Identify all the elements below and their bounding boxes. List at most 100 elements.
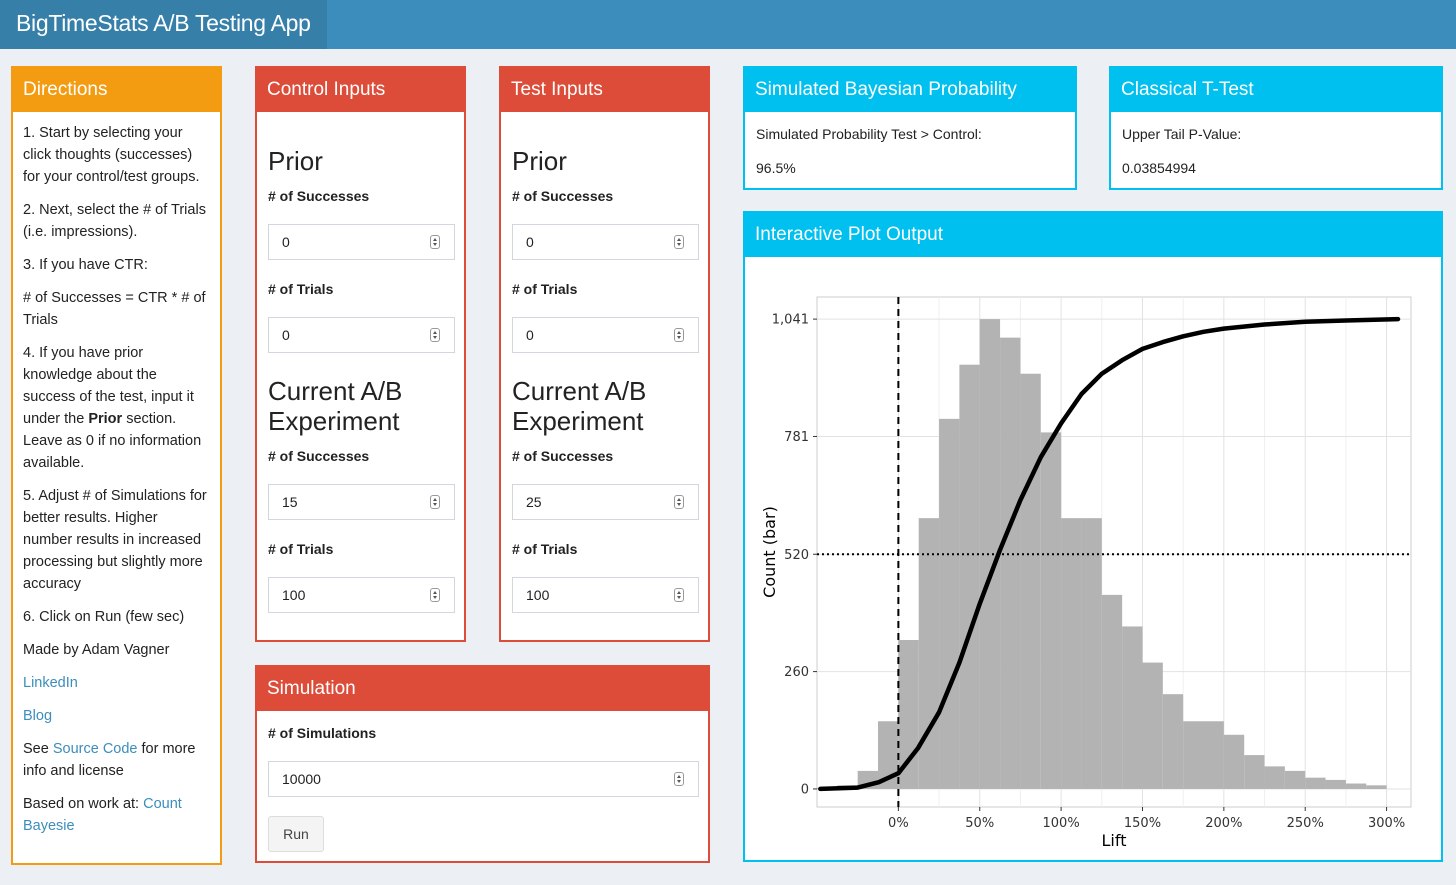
simulations-value: 10000 [282, 771, 321, 787]
control-prior-successes-label: # of Successes [268, 188, 370, 204]
control-current-title-line2: Experiment [268, 406, 400, 436]
spinner-icon[interactable] [674, 495, 684, 509]
direction-step-3: 3. If you have CTR: [23, 257, 148, 273]
histogram-bar [878, 721, 899, 789]
histogram-bar [959, 364, 980, 789]
y-tick-label: 260 [784, 665, 809, 680]
test-current-title-line2: Experiment [512, 406, 644, 436]
y-tick-label: 1,041 [772, 313, 809, 328]
control-prior-successes-input[interactable]: 0 [268, 224, 455, 260]
control-current-trials-label: # of Trials [268, 541, 334, 557]
histogram-bar [1061, 518, 1082, 789]
source-suffix-text: for more info and license [23, 741, 196, 779]
directions-header: Directions [13, 68, 220, 112]
test-current-successes-input[interactable]: 25 [512, 484, 699, 520]
source-code-link[interactable]: Source Code [52, 741, 138, 757]
y-tick-label: 0 [801, 782, 809, 797]
spinner-icon[interactable] [430, 235, 440, 249]
control-prior-trials-input[interactable]: 0 [268, 317, 455, 353]
test-prior-successes-input[interactable]: 0 [512, 224, 699, 260]
histogram-bar [1203, 721, 1224, 789]
blog-link[interactable]: Blog [23, 708, 53, 724]
histogram-bar [1142, 662, 1163, 789]
histogram-bar [1040, 432, 1062, 789]
simulation-box: Simulation # of Simulations 10000 Run [255, 665, 710, 863]
based-on-text: Based on work at: [23, 796, 140, 812]
control-current-successes-label: # of Successes [268, 448, 370, 464]
lift-histogram-chart[interactable]: 0 260 520 781 1,041 0% 50% 100% 150% 200% 250% 300%… [745, 259, 1441, 859]
x-tick-label: 300% [1368, 816, 1405, 831]
run-button[interactable]: Run [268, 816, 324, 852]
cdf-curve [818, 316, 1401, 792]
histogram-bar [1325, 779, 1346, 789]
control-current-trials-value: 100 [282, 587, 306, 603]
x-tick-label: 100% [1043, 816, 1080, 831]
histogram-bar [1305, 777, 1326, 789]
test-prior-trials-input[interactable]: 0 [512, 317, 699, 353]
histogram-bar [1081, 518, 1102, 789]
histogram-bar [1162, 694, 1184, 789]
histogram-bar [1244, 755, 1265, 789]
x-tick-label: 0% [888, 816, 909, 831]
spinner-icon[interactable] [674, 588, 684, 602]
spinner-icon[interactable] [430, 328, 440, 342]
test-current-successes-value: 25 [526, 494, 542, 510]
test-inputs-header: Test Inputs [501, 68, 708, 112]
see-text: See [23, 741, 49, 757]
histogram-bar [1000, 337, 1021, 789]
test-current-title-line1: Current A/B [512, 376, 647, 406]
control-inputs-box: Control Inputs Prior # of Successes 0 # … [255, 66, 466, 642]
control-current-successes-input[interactable]: 15 [268, 484, 455, 520]
histogram-bar [1122, 626, 1143, 789]
control-current-successes-value: 15 [282, 494, 298, 510]
plot-box: Interactive Plot Output 0 260 520 781 1,041 0… [743, 211, 1443, 862]
direction-step-4-text: 4. If you have prior knowledge about the… [23, 345, 194, 427]
simulations-label: # of Simulations [268, 725, 377, 741]
control-prior-trials-label: # of Trials [268, 281, 334, 297]
histogram-bar [939, 418, 960, 789]
control-current-title-line1: Current A/B [268, 376, 403, 406]
source-code-note: See Source Code for more info and licens… [23, 738, 210, 782]
direction-step-6: 6. Click on Run (few sec) [23, 609, 185, 625]
ttest-value: 0.03854994 [1122, 160, 1196, 176]
count-bayesie-link[interactable]: Count Bayesie [23, 796, 182, 834]
control-prior-title: Prior [268, 146, 323, 176]
histogram-bar [1101, 594, 1123, 789]
direction-step-4-tail: section. Leave as 0 if no information av… [23, 411, 202, 471]
spinner-icon[interactable] [430, 588, 440, 602]
x-tick-label: 250% [1287, 816, 1324, 831]
bayes-box: Simulated Bayesian Probability Simulated… [743, 66, 1077, 190]
histogram-bar [1345, 783, 1367, 789]
simulations-input[interactable]: 10000 [268, 761, 699, 797]
histogram-bar [979, 319, 1001, 789]
top-navbar: BigTimeStats A/B Testing App [0, 0, 1456, 49]
spinner-icon[interactable] [674, 235, 684, 249]
y-tick-label: 520 [784, 548, 809, 563]
ttest-label: Upper Tail P-Value: [1122, 126, 1242, 142]
linkedin-link[interactable]: LinkedIn [23, 675, 78, 691]
plot-header: Interactive Plot Output [745, 213, 1441, 257]
test-current-trials-input[interactable]: 100 [512, 577, 699, 613]
test-current-trials-value: 100 [526, 587, 550, 603]
direction-step-1: 1. Start by selecting your click thought… [23, 125, 200, 185]
y-tick-label: 781 [784, 430, 809, 445]
x-tick-label: 50% [965, 816, 994, 831]
histogram-bar [1264, 766, 1285, 789]
test-prior-title: Prior [512, 146, 567, 176]
ttest-box: Classical T-Test Upper Tail P-Value: 0.0… [1109, 66, 1443, 190]
test-inputs-box: Test Inputs Prior # of Successes 0 # of … [499, 66, 710, 642]
control-prior-trials-value: 0 [282, 327, 290, 343]
control-inputs-header: Control Inputs [257, 68, 464, 112]
control-current-trials-input[interactable]: 100 [268, 577, 455, 613]
spinner-icon[interactable] [674, 328, 684, 342]
histogram-bar [918, 518, 940, 789]
spinner-icon[interactable] [430, 495, 440, 509]
direction-step-4: 4. If you have prior knowledge about the… [23, 342, 210, 474]
app-title: BigTimeStats A/B Testing App [0, 0, 327, 49]
control-current-title: Current A/B Experiment [268, 376, 402, 436]
simulation-header: Simulation [257, 667, 708, 711]
test-prior-trials-label: # of Trials [512, 281, 578, 297]
test-current-title: Current A/B Experiment [512, 376, 646, 436]
x-tick-label: 150% [1124, 816, 1161, 831]
spinner-icon[interactable] [674, 772, 684, 786]
